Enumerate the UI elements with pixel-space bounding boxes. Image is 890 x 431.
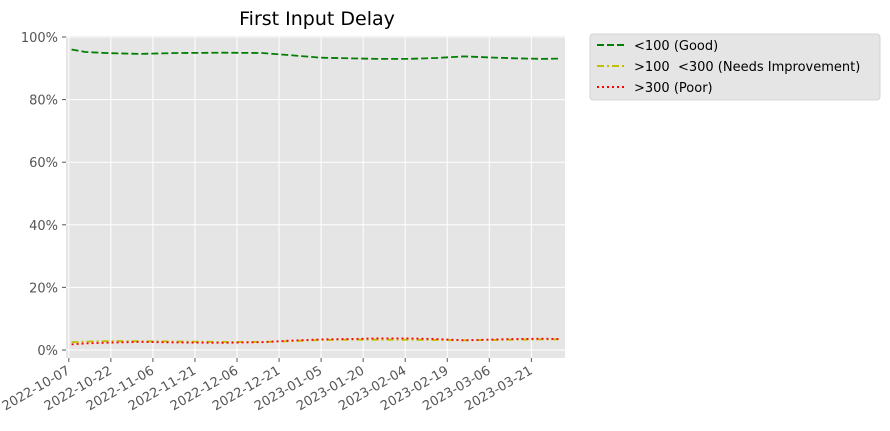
legend-label-needs-improvement: >100 <300 (Needs Improvement): [634, 60, 860, 75]
y-tick-label: 100%: [21, 31, 58, 46]
y-tick-label: 20%: [29, 281, 58, 296]
series-line-poor: [71, 337, 560, 346]
series-layer: [71, 48, 560, 346]
series-line-good: [71, 48, 560, 60]
y-tick-label: 40%: [29, 219, 58, 234]
legend-label-good: <100 (Good): [634, 39, 718, 54]
y-tick-label: 60%: [29, 156, 58, 171]
y-tick-label: 0%: [37, 344, 58, 359]
y-tick-label: 80%: [29, 94, 58, 109]
chart-title: First Input Delay: [239, 8, 395, 30]
legend-box: [589, 33, 881, 101]
legend: <100 (Good) >100 <300 (Needs Improvement…: [589, 33, 881, 101]
legend-label-poor: >300 (Poor): [634, 81, 713, 96]
plot-area: [66, 36, 565, 358]
grid: [66, 36, 565, 358]
